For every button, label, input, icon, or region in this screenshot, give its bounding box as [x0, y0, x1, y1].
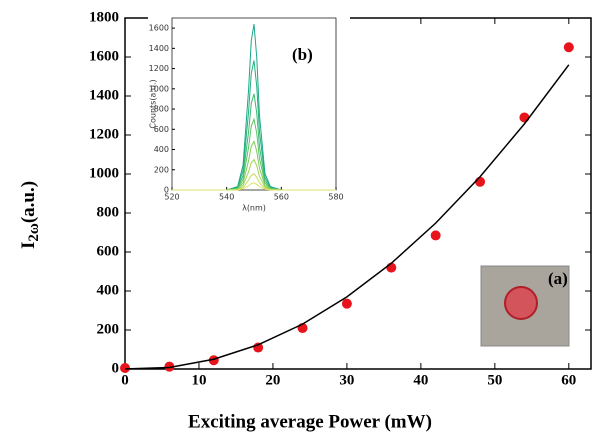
y-label-tail: (a.u.) — [18, 181, 39, 223]
point — [430, 230, 441, 241]
inset-background — [148, 14, 350, 216]
spectrum-line — [172, 182, 336, 191]
y-tick-label: 1000 — [89, 165, 119, 181]
x-tick-label: 540 — [219, 193, 234, 202]
y-axis-label: Counts(a.u.) — [149, 79, 158, 128]
point — [475, 176, 486, 187]
main-plot: 0 10 20 30 40 50 60020040060080010001200140016… — [89, 9, 592, 388]
point — [563, 42, 574, 53]
y-label-sub: 2ω — [26, 223, 42, 242]
y-tick-label: 600 — [154, 125, 169, 134]
x-tick-label: 0 — [121, 372, 129, 388]
x-tick-label: 40 — [413, 372, 428, 388]
y-tick-label: 1000 — [149, 84, 169, 93]
y-tick-label: 0 — [112, 360, 120, 376]
x-tick-label: 20 — [265, 372, 280, 388]
y-tick-label: 400 — [154, 145, 169, 154]
y-tick-label: 1400 — [89, 87, 119, 103]
y-tick-label: 1200 — [89, 126, 119, 142]
point — [164, 361, 175, 372]
x-tick-label: 10 — [191, 372, 206, 388]
y-tick-label: 800 — [154, 105, 169, 114]
point — [519, 112, 530, 123]
y-tick-label: 1200 — [149, 64, 169, 73]
annotation: (b) — [292, 45, 313, 64]
y-tick-label: 1800 — [89, 9, 119, 25]
x-axis-label: λ(nm) — [242, 204, 266, 213]
x-tick-label: 30 — [339, 372, 354, 388]
plot-frame — [171, 17, 337, 191]
y-tick-label: 200 — [154, 165, 169, 174]
y-axis-label: I2ω(a.u.) — [18, 181, 42, 249]
y-tick-label: 600 — [97, 243, 120, 259]
y-label-main: I — [18, 242, 39, 249]
plot-frame — [124, 17, 592, 370]
photo-spot — [504, 286, 538, 320]
y-tick-label: 200 — [97, 321, 120, 337]
inset-plot: 520 540 560 580 0 200 400 600 800 1000 1200 1400 160… — [149, 17, 344, 213]
y-tick-label: 1600 — [89, 48, 119, 64]
y-tick-label: 400 — [97, 282, 120, 298]
x-tick-label: 580 — [328, 193, 343, 202]
annotation: (a) — [548, 269, 568, 288]
x-tick-label: 50 — [487, 372, 502, 388]
point — [341, 298, 352, 309]
point — [120, 363, 130, 374]
y-tick-label: 1600 — [149, 24, 169, 33]
y-tick-label: 800 — [97, 204, 120, 220]
x-axis-label: Exciting average Power (mW) — [188, 411, 432, 432]
x-tick-label: 60 — [561, 372, 576, 388]
y-tick-label: 0 — [164, 186, 169, 195]
x-tick-label: 520 — [164, 193, 179, 202]
y-tick-label: 1400 — [149, 44, 169, 53]
photo-inset: (a) — [480, 265, 570, 347]
fit-line — [124, 64, 570, 370]
x-tick-label: 560 — [274, 193, 289, 202]
